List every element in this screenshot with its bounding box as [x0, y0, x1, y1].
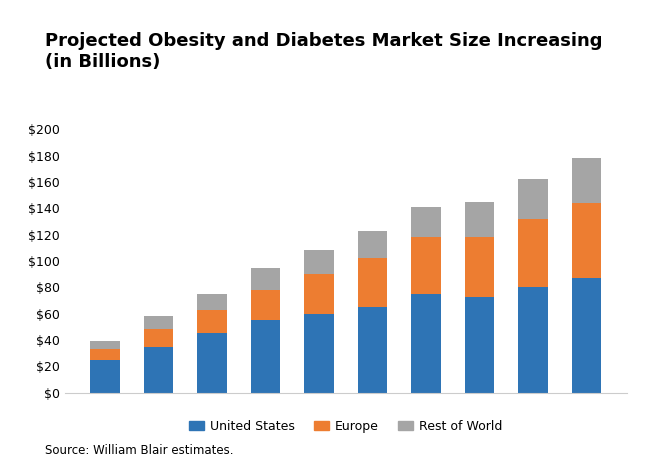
Bar [304, 314, 333, 393]
Bar [90, 341, 120, 349]
Bar [197, 310, 227, 334]
Bar [411, 294, 441, 393]
Bar [358, 307, 387, 393]
Text: Projected Obesity and Diabetes Market Size Increasing
(in Billions): Projected Obesity and Diabetes Market Si… [45, 32, 603, 71]
Bar [143, 329, 173, 346]
Legend: United States, Europe, Rest of World: United States, Europe, Rest of World [184, 415, 507, 438]
Bar [197, 334, 227, 393]
Bar [572, 278, 601, 393]
Bar [304, 274, 333, 314]
Bar [304, 250, 333, 274]
Bar [411, 207, 441, 237]
Bar [572, 158, 601, 203]
Bar [90, 360, 120, 393]
Bar [518, 179, 548, 219]
Bar [464, 237, 494, 297]
Bar [464, 297, 494, 393]
Bar [464, 202, 494, 237]
Bar [143, 346, 173, 393]
Bar [251, 267, 280, 290]
Bar [411, 237, 441, 294]
Bar [518, 287, 548, 393]
Bar [358, 231, 387, 258]
Bar [518, 219, 548, 287]
Bar [251, 320, 280, 393]
Bar [197, 294, 227, 310]
Bar [90, 349, 120, 360]
Text: Source: William Blair estimates.: Source: William Blair estimates. [45, 444, 234, 457]
Bar [143, 316, 173, 329]
Bar [572, 203, 601, 278]
Bar [358, 258, 387, 307]
Bar [251, 290, 280, 320]
